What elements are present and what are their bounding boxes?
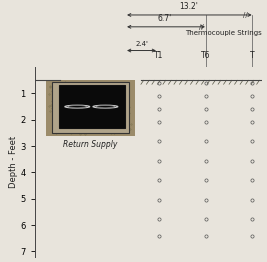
Bar <box>58 85 125 128</box>
Circle shape <box>93 105 118 108</box>
Y-axis label: Depth - Feet: Depth - Feet <box>9 136 18 188</box>
Text: T1: T1 <box>154 51 164 60</box>
Text: Return Supply: Return Supply <box>63 140 117 149</box>
Text: T6: T6 <box>201 51 210 60</box>
Bar <box>52 82 129 134</box>
Circle shape <box>65 105 90 108</box>
Circle shape <box>73 106 82 107</box>
Text: //: // <box>199 24 203 30</box>
Circle shape <box>96 106 115 108</box>
Bar <box>46 80 135 136</box>
Text: Thermocouple Strings: Thermocouple Strings <box>185 30 262 36</box>
Circle shape <box>101 106 110 107</box>
Text: 6.7': 6.7' <box>158 14 172 23</box>
Circle shape <box>68 106 87 108</box>
Text: //: // <box>243 12 248 18</box>
Text: T: T <box>250 51 255 60</box>
Text: 2.4': 2.4' <box>135 41 148 47</box>
Text: 13.2': 13.2' <box>179 2 198 12</box>
